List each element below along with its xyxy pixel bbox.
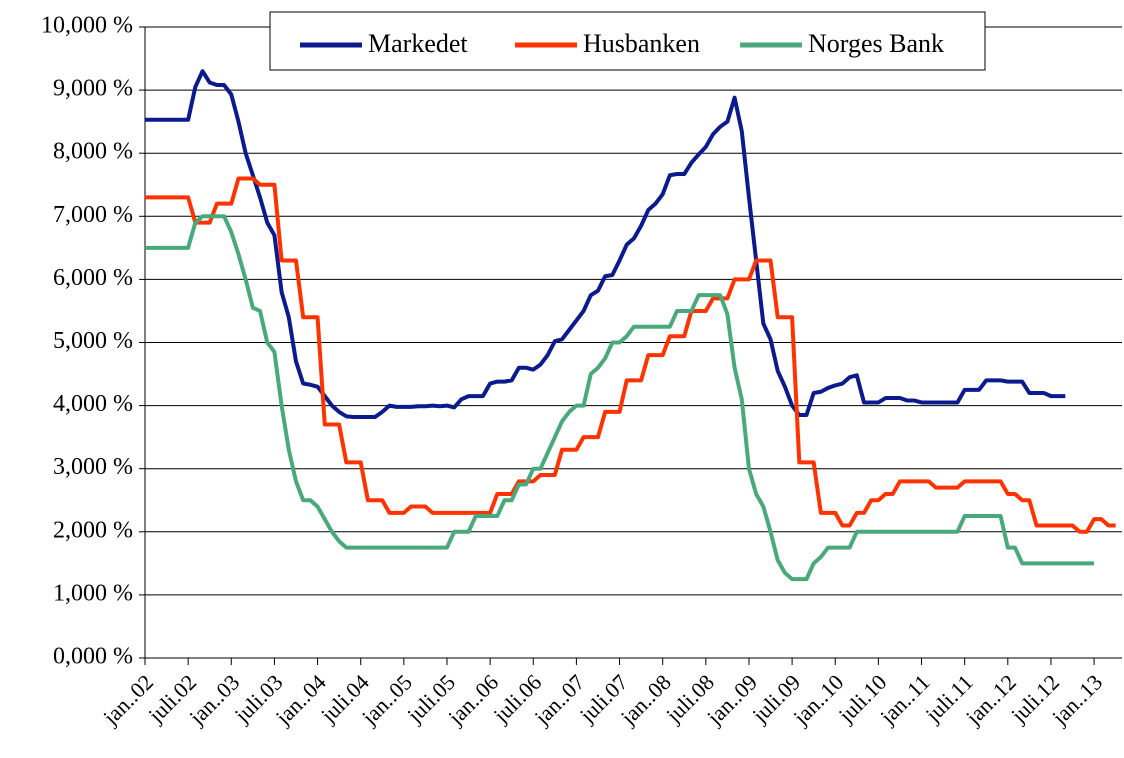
series-line xyxy=(145,69,1066,419)
x-tick-label: jan..12 xyxy=(960,669,1021,730)
y-tick-label: 3,000 % xyxy=(53,454,133,480)
x-tick-label: jan..06 xyxy=(442,669,503,730)
x-tick-label: jan..03 xyxy=(184,669,245,730)
legend-label: Husbanken xyxy=(583,29,700,58)
y-tick-label: 8,000 % xyxy=(53,139,133,165)
y-tick-label: 10,000 % xyxy=(41,13,133,39)
x-tick-label: jan..05 xyxy=(356,669,417,730)
x-tick-label: jan..09 xyxy=(701,669,762,730)
x-tick-label: jan..10 xyxy=(788,669,849,730)
y-tick-label: 2,000 % xyxy=(53,517,133,543)
x-tick-label: jan..04 xyxy=(270,669,331,730)
legend-box xyxy=(269,11,986,71)
y-tick-label: 5,000 % xyxy=(53,328,133,354)
x-tick-label: jan..02 xyxy=(97,669,158,730)
y-tick-label: 4,000 % xyxy=(53,391,133,417)
legend-label: Markedet xyxy=(368,29,468,58)
x-tick-label: jan..13 xyxy=(1046,669,1107,730)
x-tick-label: jan..08 xyxy=(615,669,676,730)
y-tick-label: 6,000 % xyxy=(53,265,133,291)
y-tick-label: 7,000 % xyxy=(53,202,133,228)
x-tick-label: jan..11 xyxy=(874,669,934,729)
series-line xyxy=(145,214,1095,582)
x-tick-label: jan..07 xyxy=(529,669,590,730)
y-tick-label: 0,000 % xyxy=(53,644,133,670)
legend-label: Norges Bank xyxy=(808,29,944,58)
y-tick-label: 9,000 % xyxy=(53,76,133,102)
y-tick-label: 1,000 % xyxy=(53,580,133,606)
series-line xyxy=(145,176,1116,534)
